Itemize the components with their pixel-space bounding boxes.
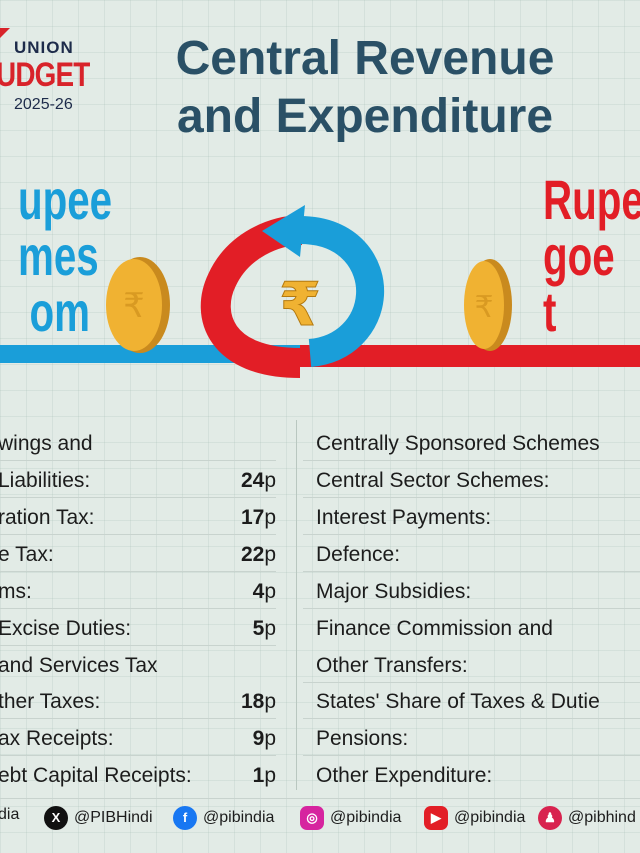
- logo-union-text: UNION: [14, 38, 74, 57]
- facebook-icon: f: [173, 806, 197, 830]
- social-handle: @PIBHindi: [74, 809, 153, 827]
- list-item: ebt Capital Receipts: 1p: [0, 764, 276, 787]
- blue-arc: [299, 216, 385, 367]
- social-link-facebook[interactable]: f @pibindia: [173, 806, 274, 830]
- social-handle: dia: [0, 806, 20, 823]
- list-item: e Tax: 22p: [0, 535, 276, 572]
- share-value: 17p: [240, 506, 276, 529]
- page-title: Central Revenue and Expenditure: [120, 30, 610, 146]
- social-link[interactable]: dia: [0, 806, 19, 824]
- youtube-icon: ▶: [424, 806, 448, 830]
- list-item: Major Subsidies:: [303, 572, 640, 609]
- list-item: Pensions:: [303, 719, 640, 756]
- social-link-x[interactable]: X @PIBHindi: [44, 806, 153, 830]
- svg-text:₹: ₹: [474, 290, 493, 325]
- coin-icon: ₹: [106, 257, 170, 353]
- share-value: 9p: [252, 727, 276, 750]
- column-divider: [296, 420, 297, 790]
- rupee-flow-graphic: ₹ ₹ ₹: [0, 205, 640, 378]
- list-item: Other Transfers:: [303, 646, 640, 683]
- heading-line: om: [29, 280, 90, 343]
- social-link-koo[interactable]: ♟ @pibhind: [538, 806, 636, 830]
- list-item: Other Expenditure:: [316, 764, 493, 787]
- heading-line: upee: [18, 168, 113, 231]
- social-footer: dia X @PIBHindi f @pibindia ◎ @pibindia ▶ @p…: [0, 798, 640, 833]
- share-value: 4p: [252, 580, 276, 603]
- kooapp-icon: ♟: [538, 806, 562, 830]
- heading-line: goe: [543, 224, 615, 287]
- share-value: 18p: [240, 690, 276, 713]
- heading-line: Rupe: [543, 168, 640, 231]
- share-value: 24p: [240, 469, 276, 492]
- list-item: Defence:: [303, 535, 640, 572]
- coin-icon: ₹: [464, 259, 512, 351]
- list-item: Central Sector Schemes:: [303, 461, 640, 498]
- rupee-comes-from-heading: upee mes om: [18, 168, 113, 343]
- red-band: [300, 345, 640, 367]
- rupee-goes-to-heading: Rupe goe t: [543, 172, 640, 340]
- arrow-head-icon: [262, 205, 305, 257]
- list-item: ms: 4p: [0, 572, 276, 609]
- svg-text:₹: ₹: [123, 286, 145, 326]
- heading-line: t: [543, 280, 557, 343]
- share-value: 22p: [240, 543, 276, 566]
- social-handle: @pibhind: [568, 809, 636, 827]
- social-link-youtube[interactable]: ▶ @pibindia: [424, 806, 525, 830]
- list-item: Finance Commission and: [316, 617, 553, 640]
- list-item: ration Tax: 17p: [0, 498, 276, 535]
- social-handle: @pibindia: [330, 809, 402, 827]
- social-link-instagram[interactable]: ◎ @pibindia: [300, 806, 401, 830]
- social-handle: @pibindia: [203, 809, 275, 827]
- x-icon: X: [44, 806, 68, 830]
- instagram-icon: ◎: [300, 806, 324, 830]
- rupee-symbol-icon: ₹: [279, 270, 321, 340]
- logo-budget-text: UDGET: [0, 56, 90, 94]
- logo-year-text: 2025-26: [14, 96, 73, 113]
- footer-divider: [0, 798, 640, 799]
- title-line-2: and Expenditure: [176, 90, 554, 143]
- share-value: 1p: [252, 764, 276, 787]
- social-handle: @pibindia: [454, 809, 526, 827]
- list-item: ther Taxes: 18p: [0, 682, 276, 719]
- title-line-1: Central Revenue: [175, 32, 555, 85]
- list-item: Interest Payments:: [303, 498, 640, 535]
- heading-line: mes: [18, 224, 99, 287]
- list-item: States' Share of Taxes & Dutie: [303, 682, 640, 719]
- list-item: ax Receipts: 9p: [0, 719, 276, 756]
- list-item: Centrally Sponsored Schemes: [303, 424, 640, 461]
- list-item: wings and: [0, 424, 276, 461]
- list-item: Excise Duties: 5p: [0, 609, 276, 646]
- share-value: 5p: [252, 617, 276, 640]
- logo-accent: [0, 28, 10, 38]
- list-item: Liabilities: 24p: [0, 461, 276, 498]
- list-item: and Services Tax: [0, 654, 158, 677]
- union-budget-logo: UNION UDGET 2025-26: [0, 28, 100, 118]
